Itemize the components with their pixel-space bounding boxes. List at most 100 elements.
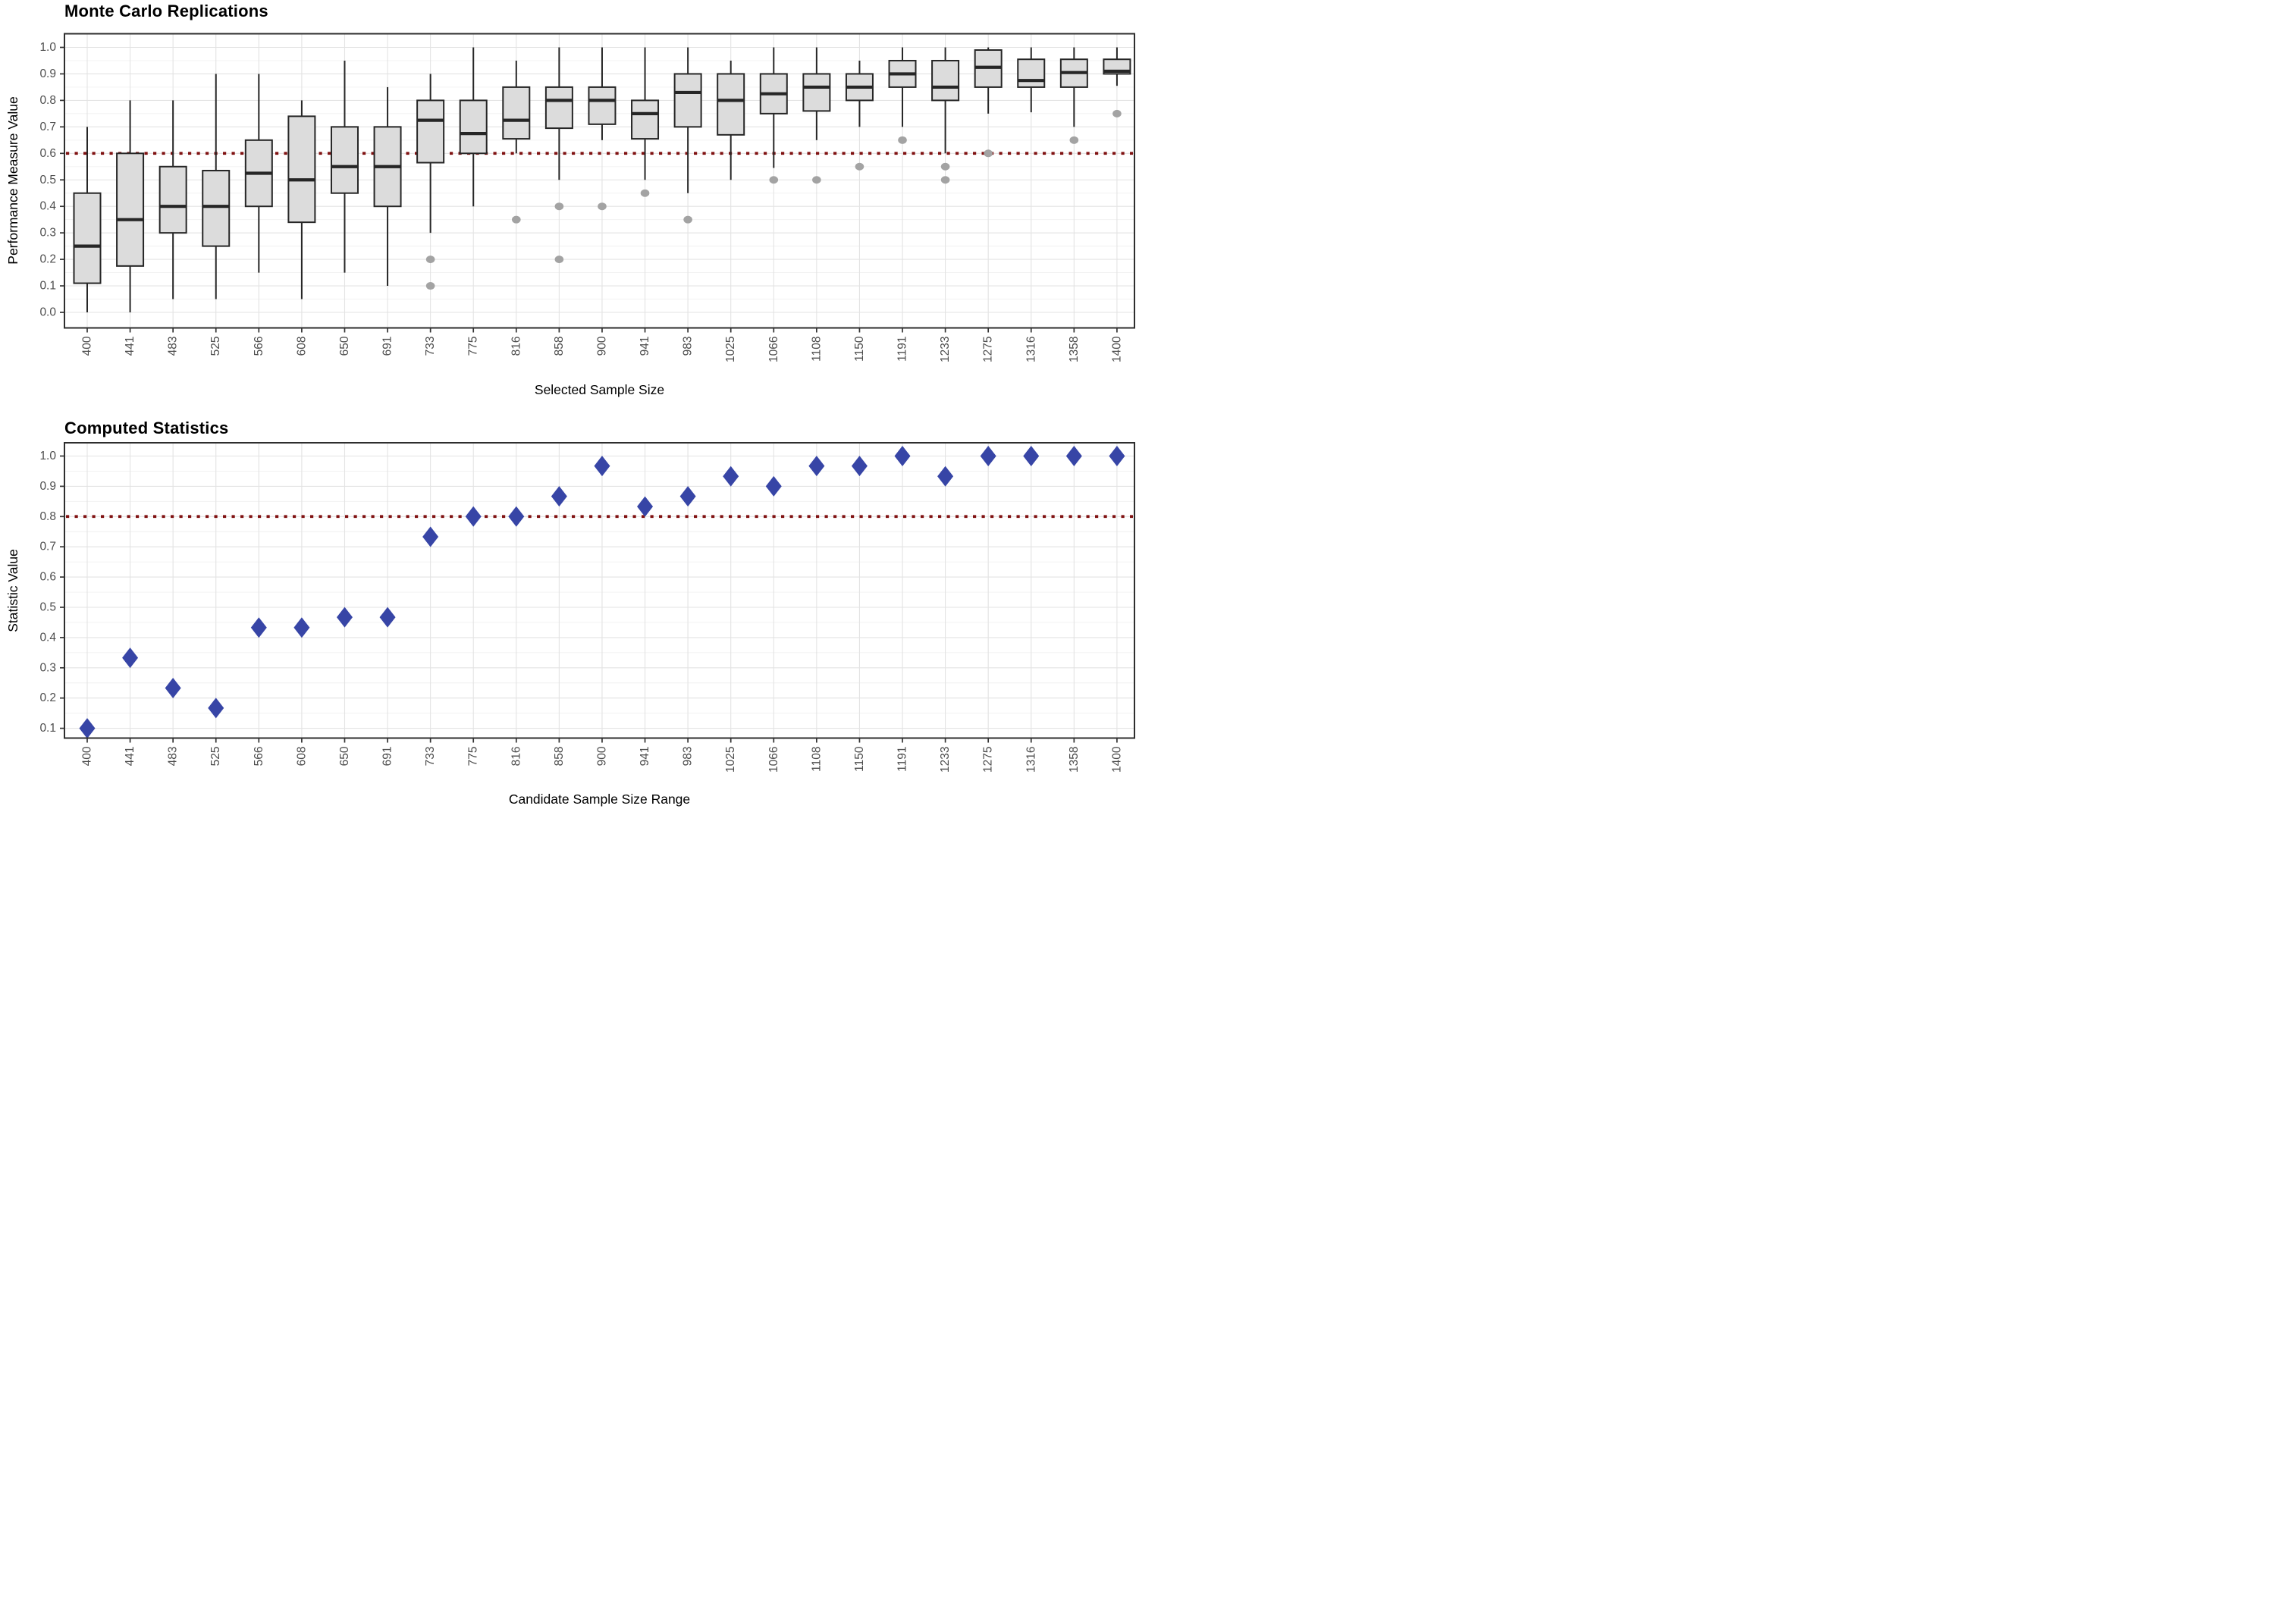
boxplot-400 [73, 127, 102, 312]
boxplot-1275 [974, 47, 1003, 158]
x-tick-label: 733 [424, 337, 437, 356]
x-tick-label: 1316 [1025, 747, 1037, 773]
scatter-point-1275 [980, 446, 996, 466]
gridlines [64, 443, 1134, 738]
y-tick-label: 0.6 [39, 571, 56, 584]
scatter-point-650 [336, 607, 353, 628]
scatter-point-733 [422, 526, 439, 547]
boxplot-525 [202, 74, 231, 299]
x-tick-label: 650 [338, 746, 351, 766]
iqr-box [931, 59, 960, 102]
scatter-point-858 [551, 486, 567, 507]
boxplot-1316 [1017, 47, 1046, 113]
x-tick-label: 525 [209, 747, 222, 767]
y-tick-label: 1.0 [39, 41, 56, 54]
top-chart-title: Monte Carlo Replications [64, 2, 268, 20]
bottom-chart-title: Computed Statistics [64, 419, 229, 437]
boxplot-483 [158, 100, 187, 299]
boxplot-1358 [1059, 47, 1088, 144]
panel-border [64, 33, 1135, 329]
y-tick-label: 0.9 [39, 67, 56, 80]
x-tick-label: 525 [209, 337, 222, 356]
outlier-point [598, 202, 607, 211]
x-tick-label: 441 [124, 337, 136, 356]
boxplot-650 [330, 60, 359, 273]
figure-canvas: 0.0 0.1 0.2 0.3 0.4 0.5 0.6 0.7 0.8 0.9 1.0 400 441 4… [0, 0, 1138, 812]
x-tick-label: 1358 [1068, 337, 1081, 362]
boxplot-1400 [1103, 47, 1131, 118]
top-x-axis-title: Selected Sample Size [534, 382, 665, 397]
boxplot-608 [287, 100, 316, 299]
x-tick-label: 733 [424, 747, 437, 767]
y-tick-label: 0.4 [39, 631, 56, 644]
y-tick-label: 0.7 [39, 541, 56, 553]
y-tick-label: 0.5 [39, 174, 56, 187]
x-tick-label: 566 [253, 747, 265, 767]
boxplot-691 [373, 86, 402, 287]
x-tick-label: 816 [510, 337, 522, 356]
x-axis: 400 441 483 525 566 608 650 691 733 775 816 858 900 9… [81, 738, 1123, 773]
outlier-point [940, 162, 950, 171]
scatter-point-1191 [894, 446, 911, 466]
outlier-point [554, 256, 564, 264]
iqr-box [330, 126, 359, 194]
outlier-point [940, 176, 950, 184]
scatter-point-941 [637, 496, 654, 517]
x-tick-label: 1066 [767, 337, 780, 362]
x-tick-label: 1275 [982, 337, 995, 362]
boxplot-1233 [931, 47, 960, 184]
x-tick-label: 1358 [1068, 747, 1081, 773]
iqr-box [73, 192, 102, 284]
x-tick-label: 1150 [853, 336, 866, 362]
x-tick-label: 483 [167, 337, 180, 356]
y-tick-label: 0.1 [39, 722, 56, 735]
outlier-point [1069, 136, 1079, 144]
x-tick-label: 775 [467, 337, 480, 356]
x-tick-label: 650 [338, 336, 351, 356]
boxplot-733 [416, 74, 445, 290]
boxplot-1025 [717, 60, 745, 180]
y-tick-label: 1.0 [39, 450, 56, 462]
x-tick-label: 1275 [982, 747, 995, 773]
x-tick-label: 1066 [767, 747, 780, 773]
x-tick-label: 608 [295, 747, 308, 767]
scatter-point-775 [465, 506, 482, 527]
boxplot-775 [459, 47, 488, 207]
scatter-point-1025 [723, 466, 739, 487]
x-tick-label: 691 [381, 337, 394, 356]
scatter-point-441 [122, 647, 139, 669]
x-tick-label: 608 [295, 337, 308, 356]
scatter-point-525 [208, 698, 224, 719]
bottom-x-axis-title: Candidate Sample Size Range [508, 792, 691, 807]
scatter-point-1316 [1023, 446, 1040, 466]
iqr-box [717, 73, 745, 136]
x-tick-label: 1191 [896, 747, 909, 772]
x-tick-label: 1400 [1110, 336, 1123, 362]
bottom-y-axis-title: Statistic Value [5, 549, 20, 632]
y-tick-label: 0.2 [39, 691, 56, 704]
outlier-point [554, 202, 564, 211]
x-tick-label: 983 [682, 747, 695, 767]
y-tick-label: 0.8 [39, 510, 56, 523]
scatter-point-1108 [808, 456, 825, 477]
scatter-point-608 [293, 617, 310, 638]
x-tick-label: 900 [595, 336, 608, 356]
boxplot-816 [502, 60, 531, 224]
top-y-axis-title: Performance Measure Value [5, 96, 20, 265]
x-tick-label: 400 [81, 746, 94, 766]
x-tick-label: 858 [553, 747, 566, 767]
x-tick-label: 941 [639, 337, 651, 356]
x-tick-label: 816 [510, 747, 522, 767]
y-tick-label: 0.1 [39, 280, 56, 293]
x-tick-label: 1233 [939, 337, 952, 362]
scatter-point-400 [79, 718, 96, 739]
iqr-box [158, 165, 187, 234]
iqr-box [631, 99, 660, 140]
x-axis: 400 441 483 525 566 608 650 691 733 775 816 858 900 9… [81, 328, 1123, 362]
iqr-box [588, 86, 617, 125]
scatter-point-691 [379, 607, 396, 628]
boxplot-1191 [888, 47, 917, 144]
iqr-box [544, 86, 573, 130]
y-tick-label: 0.0 [39, 306, 56, 319]
